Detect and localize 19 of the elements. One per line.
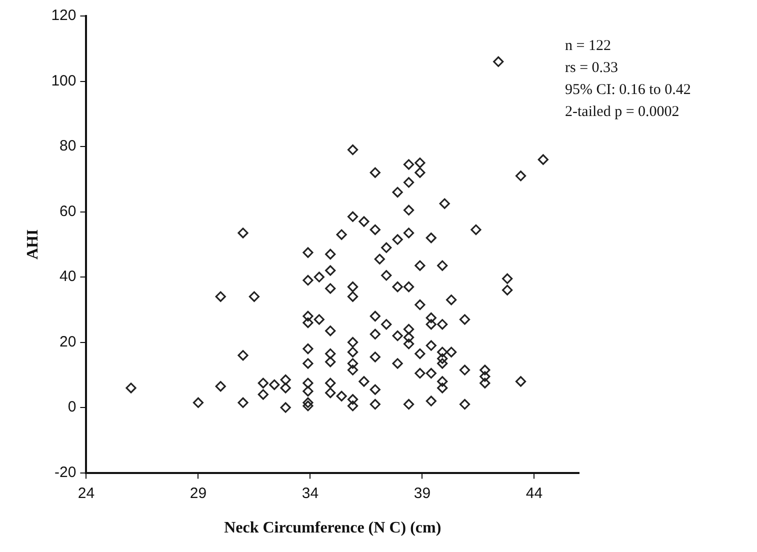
annotation: rs = 0.33 <box>565 60 618 76</box>
y-tick-label: 60 <box>60 202 76 220</box>
y-axis-title: AHI <box>24 229 42 260</box>
y-tick-label: 80 <box>60 138 76 155</box>
y-tick-label: 100 <box>51 72 76 90</box>
y-tick-label: 0 <box>68 398 76 416</box>
y-tick-label: 120 <box>51 7 76 24</box>
y-tick-label: 20 <box>60 333 76 350</box>
x-axis-title: Neck Circumference (N C) (cm) <box>224 520 442 537</box>
x-tick-label: 39 <box>414 484 431 502</box>
annotation: 95% CI: 0.16 to 0.42 <box>565 82 691 98</box>
y-tick-label: -20 <box>54 464 76 481</box>
x-tick-label: 44 <box>526 484 543 502</box>
annotation: n = 122 <box>565 38 611 54</box>
annotation: 2-tailed p = 0.0002 <box>565 104 680 120</box>
x-tick-label: 34 <box>302 484 319 502</box>
x-tick-label: 29 <box>190 484 207 502</box>
y-tick-label: 40 <box>60 268 76 286</box>
x-tick-label: 24 <box>78 484 95 502</box>
